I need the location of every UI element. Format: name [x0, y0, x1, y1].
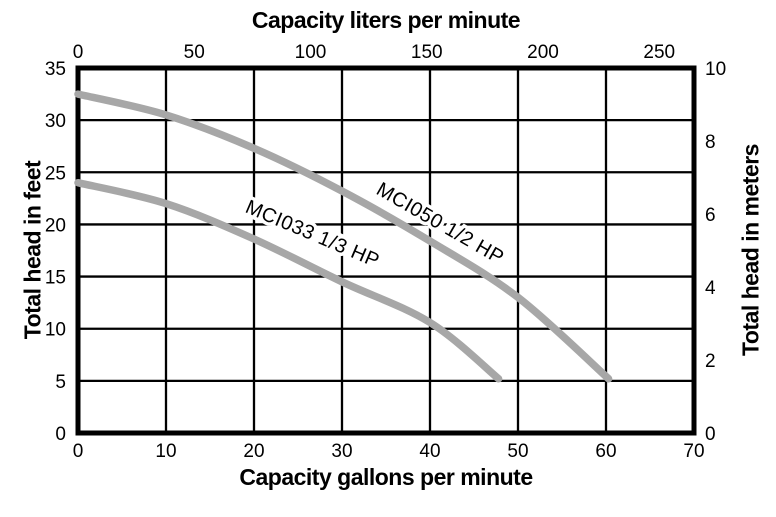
tick-label-feet-0: 0: [55, 424, 66, 445]
tick-label-gallons-10: 10: [155, 441, 176, 462]
tick-label-feet-20: 20: [45, 215, 66, 236]
curve-mci050-1-2-hp: [74, 90, 613, 383]
tick-label-gallons-30: 30: [331, 441, 352, 462]
tick-label-liters-0: 0: [73, 42, 84, 63]
tick-label-gallons-70: 70: [683, 441, 704, 462]
tick-label-meters-10: 10: [705, 59, 726, 80]
tick-label-meters-2: 2: [705, 351, 716, 372]
top-axis-title: Capacity liters per minute: [251, 7, 521, 33]
tick-label-feet-35: 35: [45, 59, 66, 80]
tick-label-feet-10: 10: [45, 320, 66, 341]
tick-label-gallons-40: 40: [419, 441, 440, 462]
tick-label-feet-15: 15: [45, 268, 66, 289]
tick-label-feet-5: 5: [55, 372, 66, 393]
tick-label-meters-4: 4: [705, 278, 716, 299]
tick-label-liters-100: 100: [295, 42, 327, 63]
bottom-axis-title: Capacity gallons per minute: [239, 464, 533, 490]
tick-label-meters-8: 8: [705, 132, 716, 153]
tick-label-liters-200: 200: [527, 42, 559, 63]
tick-label-liters-150: 150: [411, 42, 443, 63]
tick-label-gallons-50: 50: [507, 441, 528, 462]
tick-label-gallons-60: 60: [595, 441, 616, 462]
tick-label-gallons-0: 0: [73, 441, 84, 462]
tick-label-meters-0: 0: [705, 424, 716, 445]
tick-label-meters-6: 6: [705, 205, 716, 226]
curve-label-mci033-1-3-hp: MCI033 1/3 HP: [242, 196, 382, 272]
tick-label-liters-250: 250: [643, 42, 675, 63]
curve-mci033-1-3-hp: [74, 178, 503, 383]
tick-label-feet-25: 25: [45, 163, 66, 184]
tick-label-feet-30: 30: [45, 111, 66, 132]
plot-border: [75, 65, 697, 436]
tick-label-gallons-20: 20: [243, 441, 264, 462]
tick-label-liters-50: 50: [184, 42, 205, 63]
